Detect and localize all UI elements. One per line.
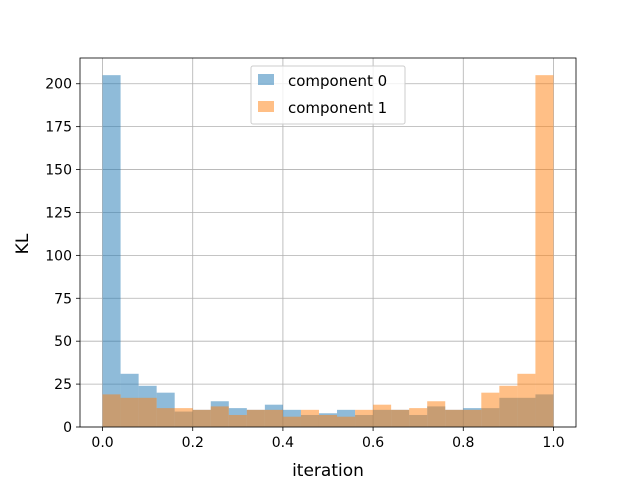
histogram-bar	[102, 75, 121, 428]
y-tick-label: 25	[54, 377, 72, 393]
legend-box	[250, 65, 406, 125]
y-tick-label: 200	[45, 77, 72, 93]
histogram-bar	[535, 75, 554, 428]
y-tick-label: 150	[45, 163, 72, 179]
histogram-bar	[102, 394, 121, 427]
histogram-bar	[499, 385, 518, 427]
legend: component 0 component 1	[250, 65, 406, 125]
plot-frame	[79, 57, 577, 428]
y-axis-ticks: 0 25 50 75 100 125 150 175 200	[45, 77, 80, 436]
x-tick-label: 0.6	[362, 435, 384, 451]
histogram-bar	[445, 409, 464, 427]
histogram-bar	[355, 409, 374, 427]
y-tick-label: 50	[54, 334, 72, 350]
histogram-bar	[427, 401, 446, 427]
histogram-bar	[282, 416, 301, 427]
histogram-bar	[300, 409, 319, 427]
histogram-bar	[318, 414, 338, 427]
histogram-bar	[138, 397, 157, 427]
histogram-bar	[409, 408, 428, 427]
histogram-bar	[228, 414, 247, 427]
y-tick-label: 75	[54, 291, 72, 307]
histogram-bar	[481, 392, 500, 427]
x-tick-label: 0.0	[91, 435, 113, 451]
bars-component-0	[102, 75, 554, 428]
legend-swatch-component-0	[258, 74, 274, 85]
y-axis-label: KL	[13, 233, 33, 254]
x-tick-label: 0.4	[272, 435, 294, 451]
histogram-bar	[337, 416, 356, 427]
histogram-bar	[264, 409, 283, 427]
histogram-bars	[102, 75, 554, 428]
legend-swatch-component-1	[258, 101, 274, 112]
histogram-bar	[391, 409, 410, 427]
x-axis-label: iteration	[292, 461, 364, 480]
histogram-bar	[463, 409, 482, 427]
x-tick-label: 0.2	[182, 435, 204, 451]
y-tick-label: 125	[45, 205, 72, 221]
histogram-bar	[192, 409, 211, 427]
x-tick-label: 1.0	[542, 435, 564, 451]
histogram-bar	[373, 404, 392, 427]
x-axis-ticks: 0.0 0.2 0.4 0.6 0.8 1.0	[91, 427, 565, 451]
histogram-bar	[174, 408, 193, 427]
legend-label-component-1: component 1	[288, 99, 387, 117]
x-tick-label: 0.8	[452, 435, 474, 451]
histogram-bar	[210, 406, 229, 427]
histogram-bar	[517, 373, 536, 427]
histogram-bar	[246, 409, 265, 427]
y-tick-label: 0	[63, 420, 72, 436]
histogram-bar	[156, 408, 175, 427]
histogram-bar	[120, 397, 139, 427]
bars-component-1	[102, 75, 554, 428]
y-tick-label: 175	[45, 120, 72, 136]
legend-label-component-0: component 0	[288, 72, 387, 90]
y-tick-label: 100	[45, 248, 72, 264]
